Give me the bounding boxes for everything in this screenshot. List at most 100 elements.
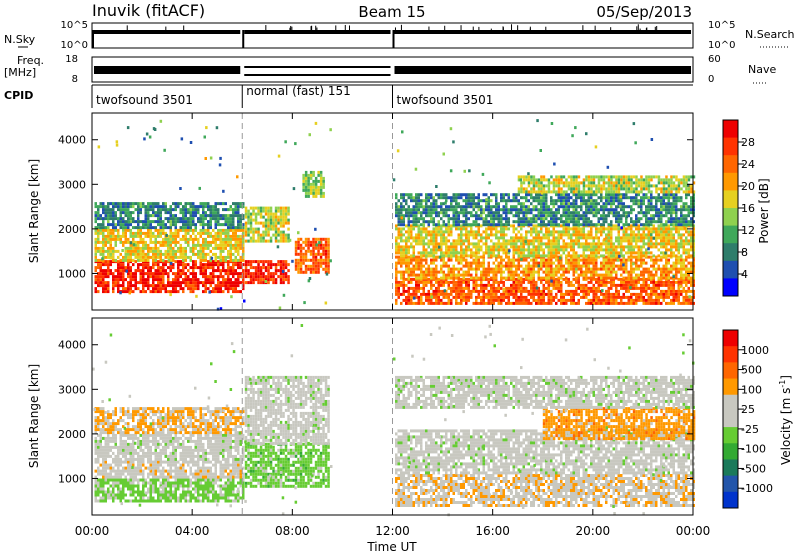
heatmap-cell: [643, 254, 646, 257]
heatmap-cell: [295, 250, 298, 253]
heatmap-cell: [445, 274, 448, 277]
heatmap-cell: [465, 236, 468, 239]
heatmap-cell: [230, 226, 233, 229]
heatmap-cell: [100, 263, 103, 266]
heatmap-cell: [615, 284, 618, 287]
heatmap-cell: [267, 228, 270, 231]
heatmap-cell: [635, 251, 638, 254]
heatmap-cell: [468, 284, 471, 287]
heatmap-cell: [305, 244, 308, 247]
heatmap-cell: [493, 290, 496, 293]
heatmap-cell: [140, 269, 143, 272]
heatmap-cell: [525, 268, 528, 271]
heatmap-cell: [535, 299, 538, 302]
heatmap-cell: [458, 271, 461, 274]
heatmap-cell: [137, 241, 140, 244]
heatmap-cell: [220, 284, 223, 287]
heatmap-cell: [638, 277, 641, 280]
heatmap-cell: [222, 275, 225, 278]
heatmap-cell: [683, 287, 686, 290]
heatmap-cell: [503, 245, 506, 248]
heatmap-cell: [180, 202, 183, 205]
heatmap-cell: [555, 274, 558, 277]
heatmap-cell: [588, 233, 591, 236]
heatmap-cell: [455, 217, 458, 220]
heatmap-cell: [518, 277, 521, 280]
heatmap-cell: [635, 233, 638, 236]
heatmap-cell: [475, 265, 478, 268]
heatmap-cell: [145, 256, 148, 259]
heatmap-cell: [625, 251, 628, 254]
heatmap-cell: [495, 296, 498, 299]
heatmap-cell: [140, 238, 143, 241]
heatmap-cell: [598, 290, 601, 293]
heatmap-cell: [568, 242, 571, 245]
heatmap-cell: [182, 290, 185, 293]
heatmap-cell: [265, 275, 268, 278]
heatmap-cell: [142, 275, 145, 278]
heatmap-cell: [267, 210, 270, 213]
heatmap-cell: [580, 236, 583, 239]
heatmap-cell: [102, 217, 105, 220]
heatmap-cell: [615, 290, 618, 293]
heatmap-cell: [157, 214, 160, 217]
heatmap-cell: [102, 208, 105, 211]
heatmap-cell: [590, 262, 593, 265]
heatmap-cell: [638, 227, 641, 230]
heatmap-cell: [485, 208, 488, 211]
heatmap-cell: [653, 299, 656, 302]
heatmap-cell: [160, 290, 163, 293]
heatmap-cell: [162, 232, 165, 235]
heatmap-cell: [628, 242, 631, 245]
heatmap-cell: [395, 268, 398, 271]
heatmap-cell: [398, 220, 401, 223]
heatmap-cell: [503, 199, 506, 202]
heatmap-cell: [240, 214, 243, 217]
heatmap-cell: [272, 234, 275, 237]
heatmap-cell: [498, 230, 501, 233]
heatmap-cell: [195, 208, 198, 211]
heatmap-cell: [130, 278, 133, 281]
heatmap-cell: [177, 256, 180, 259]
heatmap-cell: [167, 290, 170, 293]
heatmap-cell: [598, 268, 601, 271]
heatmap-cell: [262, 278, 265, 281]
heatmap-cell: [618, 239, 621, 242]
heatmap-cell: [195, 214, 198, 217]
heatmap-cell: [488, 296, 491, 299]
heatmap-cell: [478, 214, 481, 217]
heatmap-cell: [448, 259, 451, 262]
heatmap-cell: [650, 296, 653, 299]
heatmap-cell: [210, 235, 213, 238]
heatmap-cell: [620, 262, 623, 265]
heatmap-cell: [440, 205, 443, 208]
heatmap-cell: [177, 205, 180, 208]
heatmap-cell: [232, 235, 235, 238]
heatmap-cell: [610, 296, 613, 299]
heatmap-cell: [122, 290, 125, 293]
heatmap-cell: [590, 254, 593, 257]
heatmap-cell: [560, 245, 563, 248]
heatmap-cell: [568, 245, 571, 248]
heatmap-cell: [620, 251, 623, 254]
heatmap-cell: [433, 290, 436, 293]
heatmap-cell: [480, 265, 483, 268]
heatmap-cell: [680, 242, 683, 245]
heatmap-cell: [125, 287, 128, 290]
heatmap-cell: [408, 248, 411, 251]
heatmap-cell: [312, 171, 315, 174]
heatmap-cell: [475, 262, 478, 265]
heatmap-cell: [498, 214, 501, 217]
heatmap-cell: [97, 232, 100, 235]
heatmap-cell: [207, 214, 210, 217]
heatmap-cell: [483, 268, 486, 271]
heatmap-cell: [538, 254, 541, 257]
heatmap-cell: [558, 290, 561, 293]
heatmap-cell: [175, 272, 178, 275]
heatmap-cell: [528, 248, 531, 251]
heatmap-cell: [150, 272, 153, 275]
heatmap-cell: [117, 284, 120, 287]
heatmap-cell: [217, 235, 220, 238]
heatmap-cell: [560, 293, 563, 296]
heatmap-cell: [648, 271, 651, 274]
